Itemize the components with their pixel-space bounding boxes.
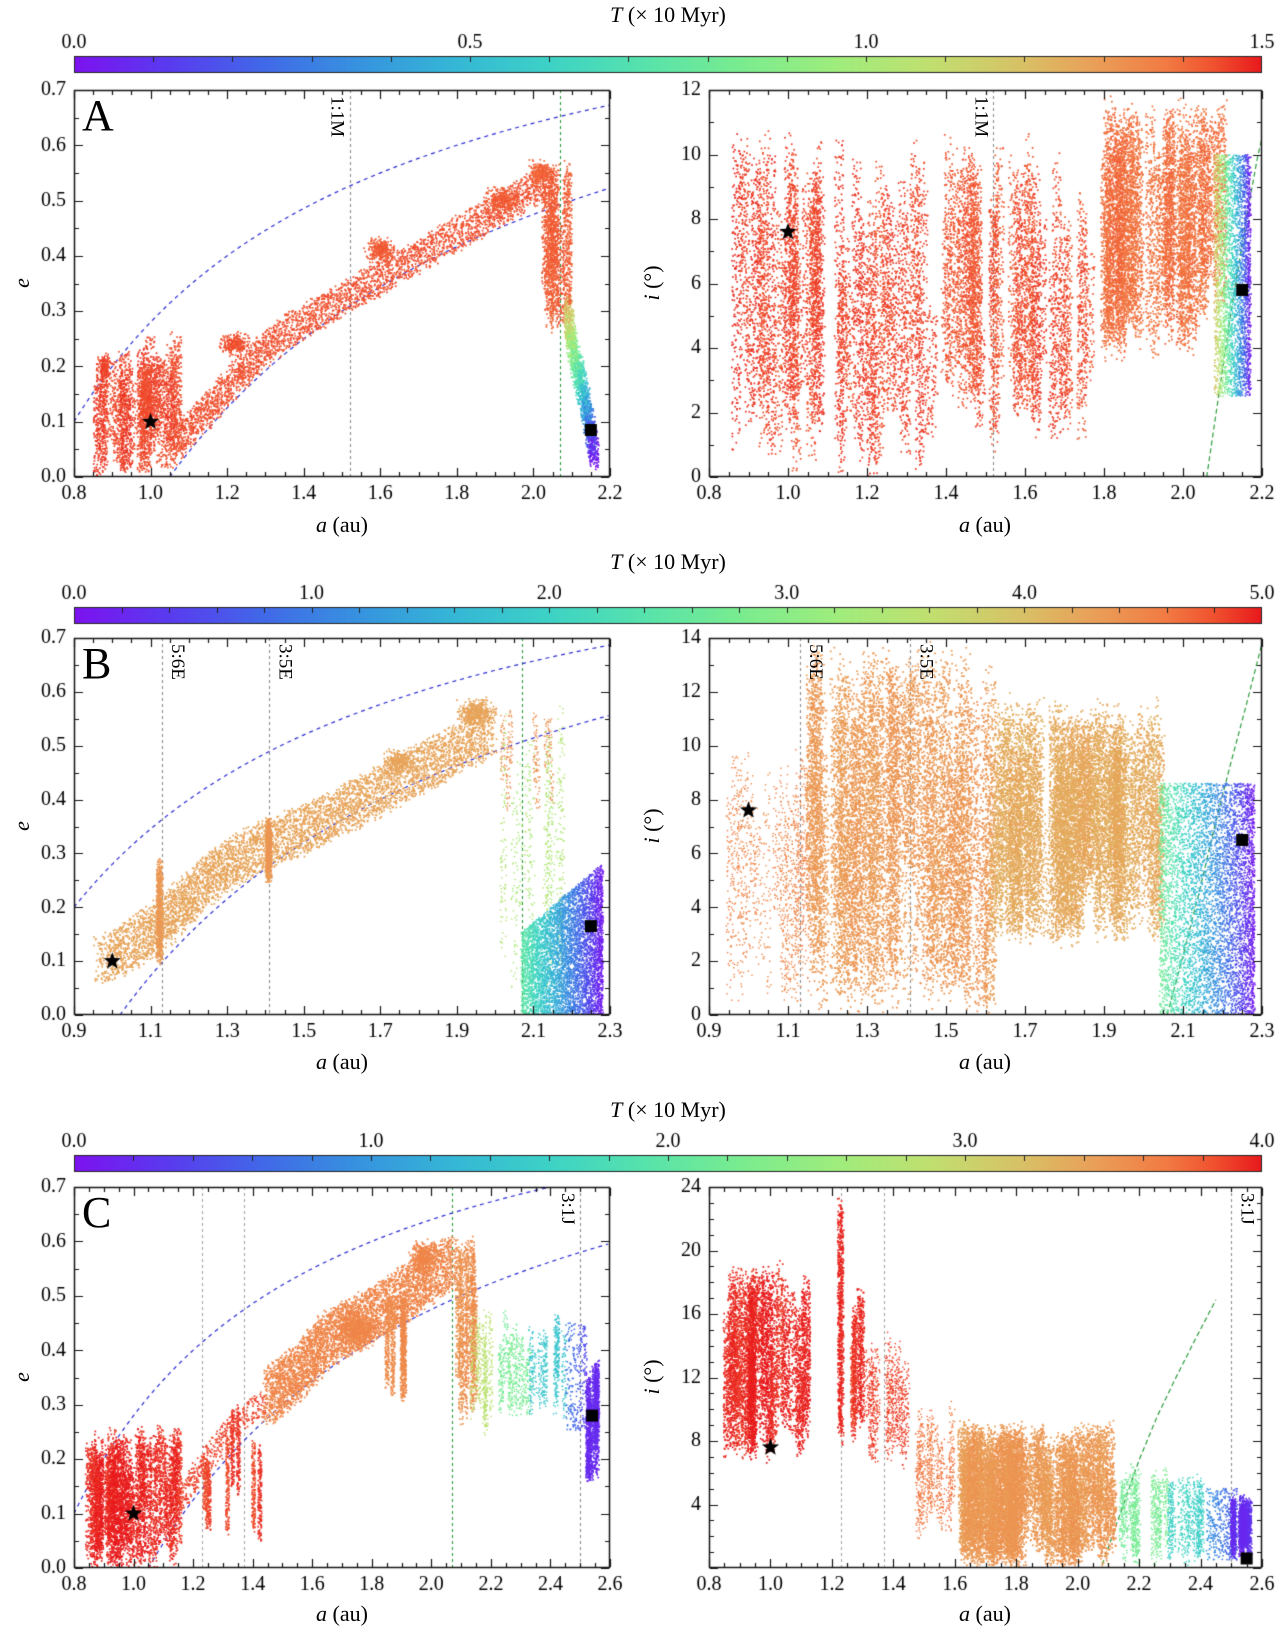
y-axis-var: e bbox=[9, 278, 34, 288]
y-axis-label-e: e bbox=[9, 821, 35, 831]
resonance-label-1-1m: 1:1M bbox=[326, 96, 348, 138]
x-axis-rest: (au) bbox=[970, 1049, 1011, 1074]
x-axis-var: a bbox=[959, 512, 971, 537]
x-axis-label: a (au) bbox=[959, 1601, 1011, 1627]
y-axis-var: e bbox=[9, 821, 34, 831]
y-axis-label-i: i (°) bbox=[639, 265, 665, 300]
y-axis-label-e: e bbox=[9, 1372, 35, 1382]
resonance-label-3-5e: 3:5E bbox=[274, 644, 296, 680]
y-axis-label-i: i (°) bbox=[639, 1359, 665, 1394]
x-axis-label: a (au) bbox=[316, 1049, 368, 1075]
x-axis-var: a bbox=[316, 512, 328, 537]
panel-letter-c: C bbox=[82, 1188, 112, 1237]
y-axis-var: i bbox=[639, 294, 664, 301]
x-axis-rest: (au) bbox=[327, 1049, 368, 1074]
x-axis-var: a bbox=[959, 1049, 971, 1074]
colorbar-title-var: T bbox=[610, 1097, 623, 1122]
y-axis-rest: (°) bbox=[639, 808, 664, 838]
y-axis-rest: (°) bbox=[639, 265, 664, 295]
y-axis-label-i: i (°) bbox=[639, 808, 665, 843]
panel-letter-b: B bbox=[82, 639, 112, 688]
resonance-label-3-1j: 3:1J bbox=[557, 1193, 579, 1225]
x-axis-var: a bbox=[959, 1601, 971, 1626]
colorbar-title-c: T (× 10 Myr) bbox=[610, 1097, 726, 1123]
resonance-label-5-6e: 5:6E bbox=[804, 644, 826, 680]
resonance-label-3-5e: 3:5E bbox=[915, 644, 937, 680]
x-axis-label: a (au) bbox=[959, 1049, 1011, 1075]
y-axis-label-e: e bbox=[9, 278, 35, 288]
x-axis-rest: (au) bbox=[327, 1601, 368, 1626]
x-axis-rest: (au) bbox=[327, 512, 368, 537]
x-axis-rest: (au) bbox=[970, 1601, 1011, 1626]
x-axis-var: a bbox=[316, 1601, 328, 1626]
colorbar-title-rest: (× 10 Myr) bbox=[622, 2, 726, 27]
colorbar-title-var: T bbox=[610, 2, 623, 27]
x-axis-var: a bbox=[316, 1049, 328, 1074]
resonance-label-5-6e: 5:6E bbox=[167, 644, 189, 680]
y-axis-var: e bbox=[9, 1372, 34, 1382]
x-axis-label: a (au) bbox=[316, 1601, 368, 1627]
panel-letter-a: A bbox=[82, 91, 114, 140]
colorbar-title-rest: (× 10 Myr) bbox=[622, 549, 726, 574]
x-axis-label: a (au) bbox=[959, 512, 1011, 538]
colorbar-title-rest: (× 10 Myr) bbox=[622, 1097, 726, 1122]
resonance-label-3-1j: 3:1J bbox=[1236, 1193, 1258, 1225]
y-axis-var: i bbox=[639, 1388, 664, 1395]
y-axis-var: i bbox=[639, 837, 664, 844]
colorbar-title-var: T bbox=[610, 549, 623, 574]
resonance-label-1-1m: 1:1M bbox=[970, 96, 992, 138]
colorbar-title-b: T (× 10 Myr) bbox=[610, 549, 726, 575]
colorbar-title-a: T (× 10 Myr) bbox=[610, 2, 726, 28]
x-axis-label: a (au) bbox=[316, 512, 368, 538]
x-axis-rest: (au) bbox=[970, 512, 1011, 537]
y-axis-rest: (°) bbox=[639, 1359, 664, 1389]
